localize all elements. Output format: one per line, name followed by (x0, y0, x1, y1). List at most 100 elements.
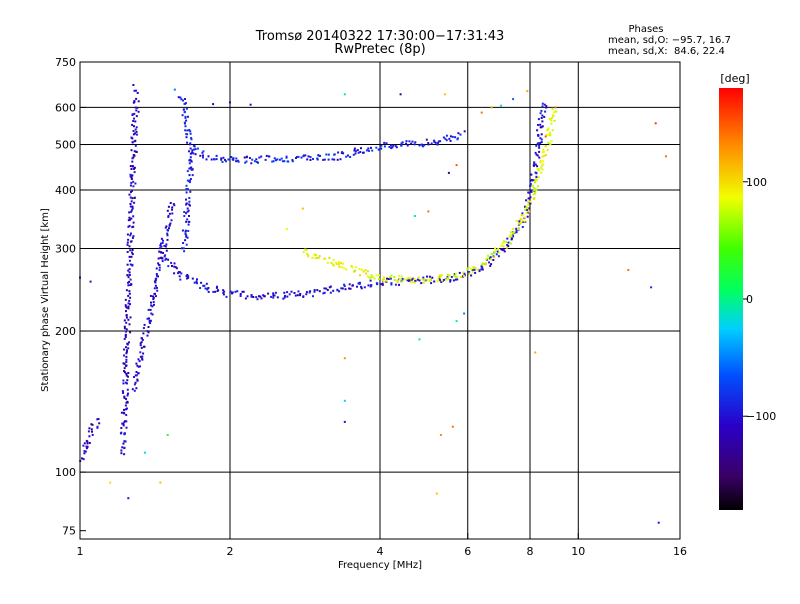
echo-point (527, 191, 530, 194)
echo-point (229, 101, 231, 104)
echo-point (510, 237, 513, 240)
x-tick-label: 4 (377, 545, 384, 558)
echo-point (129, 240, 132, 243)
echo-point (445, 134, 448, 137)
echo-point (406, 277, 409, 280)
echo-point (156, 289, 159, 292)
echo-point (154, 295, 157, 298)
echo-point (406, 279, 409, 282)
echo-point (177, 272, 180, 275)
echo-point (527, 203, 530, 206)
echo-point (123, 327, 126, 330)
echo-point (364, 269, 367, 271)
echo-point (370, 146, 372, 149)
echo-point (83, 442, 86, 445)
echo-point (494, 249, 497, 251)
echo-point (151, 305, 154, 308)
echo-point (532, 179, 535, 182)
echo-point (331, 263, 334, 266)
echo-point (127, 276, 130, 279)
echo-point (140, 341, 143, 344)
echo-point (460, 276, 463, 278)
echo-point (332, 289, 335, 292)
echo-point (128, 292, 131, 295)
echo-point (525, 199, 528, 202)
echo-point (158, 269, 161, 272)
echo-point (82, 444, 85, 447)
echo-point (488, 261, 490, 264)
echo-point (196, 278, 198, 281)
echo-point (548, 118, 551, 120)
echo-point (173, 272, 176, 275)
x-tick-label: 10 (571, 545, 585, 558)
echo-point (417, 276, 420, 279)
echo-point (521, 219, 524, 222)
echo-point (179, 278, 182, 281)
echo-point (541, 105, 544, 108)
echo-point (430, 282, 433, 285)
echo-point (135, 371, 138, 373)
echo-point (125, 352, 128, 355)
echo-point (362, 151, 364, 154)
echo-point (306, 158, 309, 161)
echo-point (455, 164, 458, 167)
echo-point (82, 458, 85, 461)
echo-point (291, 160, 294, 163)
echo-point (204, 287, 207, 290)
echo-point (406, 144, 409, 147)
echo-point (343, 357, 346, 360)
echo-point (500, 248, 503, 251)
echo-point (188, 215, 190, 217)
echo-point (251, 158, 254, 161)
echo-point (445, 278, 448, 281)
echo-point (426, 278, 429, 281)
echo-point (130, 232, 132, 235)
echo-point (190, 137, 193, 140)
echo-point (124, 420, 127, 423)
echo-point (155, 277, 158, 280)
echo-point (539, 142, 542, 144)
echo-point (535, 144, 538, 147)
echo-point (265, 154, 268, 157)
echo-point (537, 168, 540, 171)
echo-point (347, 154, 349, 157)
echo-point (146, 334, 149, 337)
echo-point (160, 242, 162, 245)
echo-point (125, 355, 128, 358)
echo-point (410, 142, 413, 145)
echo-point (527, 197, 530, 200)
echo-point (537, 118, 540, 121)
echo-point (527, 207, 530, 210)
echo-point (409, 277, 412, 280)
echo-point (81, 457, 83, 460)
echo-point (546, 133, 549, 136)
echo-point (416, 278, 419, 281)
echo-point (129, 249, 132, 252)
echo-point (170, 219, 173, 222)
echo-point (184, 125, 187, 128)
echo-point (189, 142, 192, 145)
y-axis-label: Stationary phase Virtual Height [km] (40, 208, 51, 392)
echo-point (84, 450, 87, 453)
echo-point (544, 154, 547, 156)
echo-point (472, 266, 475, 268)
echo-point (131, 160, 134, 163)
echo-point (480, 268, 483, 271)
echo-point (454, 136, 457, 139)
echo-point (146, 330, 149, 333)
echo-point (126, 388, 129, 391)
echo-point (165, 257, 168, 260)
echo-point (467, 272, 470, 275)
echo-point (129, 296, 132, 299)
echo-point (130, 190, 133, 192)
echo-point (462, 271, 465, 274)
echo-point (127, 269, 130, 272)
echo-point (121, 446, 124, 449)
echo-point (142, 327, 145, 329)
echo-point (317, 154, 320, 157)
echo-point (123, 367, 126, 370)
echo-point (521, 226, 524, 228)
echo-point (535, 153, 538, 156)
echo-point (137, 110, 140, 113)
echo-point (540, 117, 543, 119)
